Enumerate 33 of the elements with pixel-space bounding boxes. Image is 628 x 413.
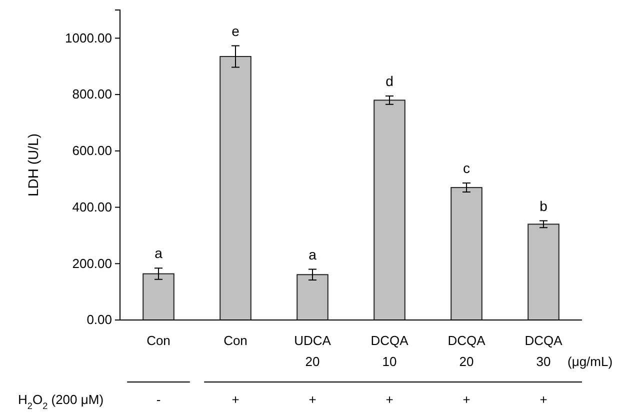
data-label: a xyxy=(308,246,317,262)
text: + xyxy=(540,392,548,407)
y-tick-label: 800.00 xyxy=(72,86,112,102)
bar xyxy=(142,273,174,320)
text: H$_{2}$O$_{2}$ (200 μM) xyxy=(18,392,104,411)
text: (μg/mL) xyxy=(568,354,613,369)
bar xyxy=(528,224,560,320)
bar xyxy=(374,100,406,320)
x-tick-label: Con xyxy=(224,333,248,348)
y-tick-label: 1000.00 xyxy=(65,30,112,46)
y-tick-label: 200.00 xyxy=(72,256,112,271)
data-label: d xyxy=(386,72,394,89)
y-axis-title: LDH (U/L) xyxy=(25,133,41,197)
text: + xyxy=(232,392,240,407)
data-label: c xyxy=(463,160,470,176)
bar xyxy=(296,274,328,320)
y-tick-label: 600.00 xyxy=(72,143,112,158)
x-tick-label: DCQA 20 xyxy=(448,333,486,369)
text: + xyxy=(462,392,470,407)
data-label: b xyxy=(540,198,548,214)
text: + xyxy=(308,392,316,407)
data-label: a xyxy=(154,245,163,262)
bar xyxy=(220,56,252,320)
x-tick-label: Con xyxy=(146,333,170,348)
data-label: e xyxy=(232,22,240,39)
text: + xyxy=(386,392,394,407)
x-tick-label: DCQA 10 xyxy=(370,333,409,369)
bar xyxy=(450,187,482,320)
y-tick-label: 400.00 xyxy=(72,199,112,214)
x-tick-label: UDCA 20 xyxy=(294,333,332,369)
y-tick-label: 0.00 xyxy=(86,312,112,328)
x-tick-label: DCQA 30 xyxy=(524,333,563,369)
text: - xyxy=(156,392,161,407)
